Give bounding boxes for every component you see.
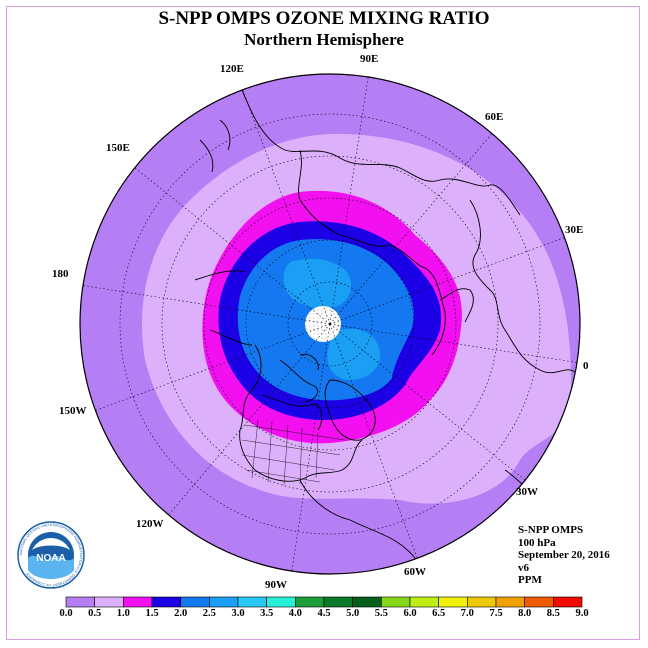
lon-label-90w: 90W [265, 579, 287, 591]
ozone-band-2.5-3.0-b [327, 328, 381, 380]
lon-label-150e: 150E [106, 142, 130, 154]
lon-label-30w: 30W [516, 486, 538, 498]
colorbar-tick-label: 4.0 [288, 608, 302, 619]
noaa-logo-icon: NOAA NATIONAL OCEANIC AND ATMOSPHERIC AD… [17, 521, 85, 589]
lon-label-0: 0 [583, 360, 589, 372]
info-version: v6 [518, 561, 529, 574]
lon-label-180: 180 [52, 268, 69, 280]
us-state-lines [241, 419, 346, 486]
colorbar-tick-label: 3.0 [231, 608, 245, 619]
colorbar-tick-label: 2.0 [174, 608, 188, 619]
colorbar-tick-label: 2.5 [202, 608, 216, 619]
colorbar-tick-label: 5.5 [374, 608, 388, 619]
colorbar-tick-label: 0.0 [59, 608, 73, 619]
colorbar-tick-label: 7.5 [489, 608, 503, 619]
map-subtitle: Northern Hemisphere [244, 30, 404, 49]
lon-label-120w: 120W [136, 518, 164, 530]
info-block: S-NPP OMPS 100 hPa September 20, 2016 v6… [518, 524, 610, 587]
colorbar-tick-label: 7.0 [460, 608, 474, 619]
colorbar-tick-label: 8.5 [546, 608, 560, 619]
svg-text:NOAA: NOAA [36, 553, 65, 564]
lon-label-60e: 60E [485, 111, 504, 123]
lon-label-60w: 60W [404, 566, 426, 578]
info-date: September 20, 2016 [518, 549, 610, 561]
colorbar-tick-label: 6.5 [432, 608, 446, 619]
info-instrument: S-NPP OMPS [518, 524, 584, 536]
colorbar-tick-label: 5.0 [346, 608, 360, 619]
figure-frame [6, 6, 640, 640]
lon-label-150w: 150W [59, 405, 87, 417]
info-level: 100 hPa [518, 536, 556, 549]
lon-label-30e: 30E [565, 224, 584, 236]
map-boundary [79, 73, 581, 575]
colorbar-tick-label: 3.5 [260, 608, 274, 619]
latitude-circles [119, 113, 541, 535]
colorbar-tick-label: 8.0 [518, 608, 532, 619]
map-title: S-NPP OMPS OZONE MIXING RATIO [158, 8, 490, 29]
info-units: PPM [518, 574, 542, 586]
colorbar-tick-label: 4.5 [317, 608, 331, 619]
colorbar-tick-label: 1.5 [145, 608, 159, 619]
meridians [80, 74, 580, 574]
lon-label-90e: 90E [360, 53, 379, 65]
colorbar-tick-label: 1.0 [116, 608, 130, 619]
colorbar-tick-label: 6.0 [403, 608, 417, 619]
lon-label-120e: 120E [220, 63, 244, 75]
colorbar-tick-label: 0.5 [88, 608, 102, 619]
colorbar-tick-label: 9.0 [575, 608, 589, 619]
